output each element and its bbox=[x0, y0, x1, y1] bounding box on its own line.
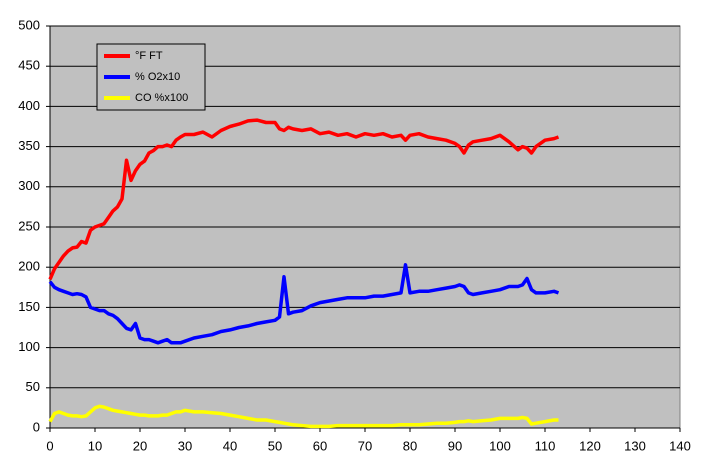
x-tick-label: 140 bbox=[669, 438, 691, 453]
y-tick-label: 150 bbox=[18, 299, 40, 314]
y-tick-label: 450 bbox=[18, 58, 40, 73]
x-tick-label: 110 bbox=[535, 438, 556, 453]
legend-label: °F FT bbox=[135, 50, 163, 62]
y-tick-label: 300 bbox=[18, 178, 40, 193]
y-tick-label: 350 bbox=[18, 138, 40, 153]
y-tick-label: 200 bbox=[18, 259, 40, 274]
x-tick-label: 20 bbox=[133, 438, 147, 453]
x-tick-label: 0 bbox=[46, 438, 53, 453]
series-line bbox=[48, 118, 560, 280]
x-tick-label: 60 bbox=[313, 438, 327, 453]
x-tick-label: 50 bbox=[268, 438, 282, 453]
y-tick-label: 400 bbox=[18, 98, 40, 113]
x-tick-label: 80 bbox=[403, 438, 417, 453]
series-line bbox=[48, 404, 559, 429]
x-tick-label: 90 bbox=[448, 438, 462, 453]
x-tick-label: 30 bbox=[178, 438, 192, 453]
x-tick-label: 70 bbox=[358, 438, 372, 453]
x-tick-label: 130 bbox=[624, 438, 646, 453]
legend: °F FT % O2x10 CO %x100 bbox=[96, 43, 206, 111]
x-tick-label: 40 bbox=[223, 438, 237, 453]
y-tick-label: 0 bbox=[33, 419, 40, 434]
x-tick-label: 10 bbox=[88, 438, 102, 453]
y-tick-label: 250 bbox=[18, 218, 40, 233]
y-tick-label: 50 bbox=[26, 379, 40, 394]
series-line bbox=[48, 263, 560, 345]
y-tick-label: 100 bbox=[18, 339, 40, 354]
x-tick-label: 100 bbox=[489, 438, 511, 453]
legend-label: CO %x100 bbox=[135, 92, 188, 104]
legend-label: % O2x10 bbox=[135, 71, 180, 83]
x-tick-label: 120 bbox=[579, 438, 601, 453]
y-tick-label: 500 bbox=[18, 17, 40, 32]
